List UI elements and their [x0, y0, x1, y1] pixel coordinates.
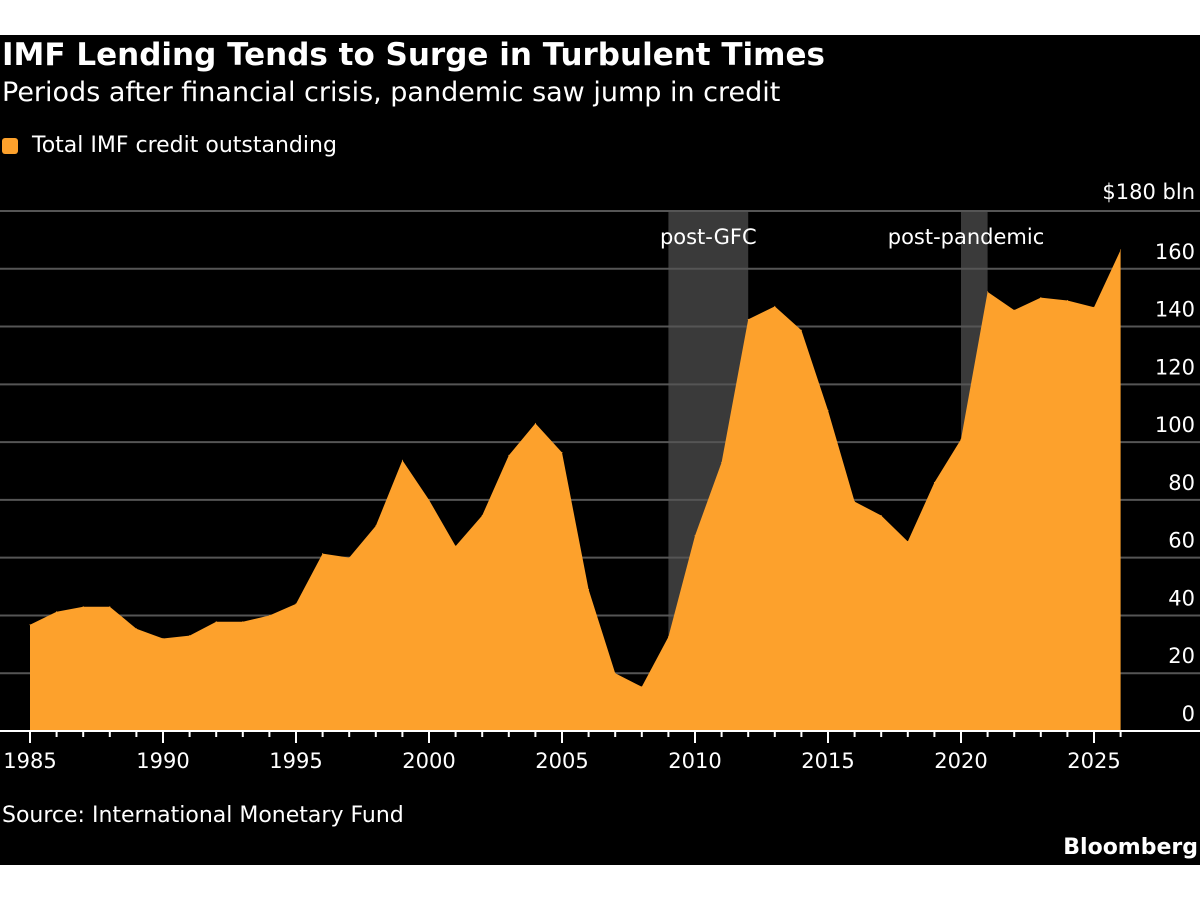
legend-swatch: [2, 137, 18, 154]
data-point-2005: [561, 452, 563, 454]
data-point-1991: [189, 635, 191, 637]
x-tick-label: 2020: [934, 749, 987, 773]
chart-title: IMF Lending Tends to Surge in Turbulent …: [2, 37, 825, 73]
data-point-1995: [295, 603, 297, 605]
x-tick-label: 2005: [535, 749, 588, 773]
data-point-1992: [215, 621, 217, 623]
data-point-1999: [401, 459, 403, 461]
data-point-2006: [588, 588, 590, 590]
y-tick-label: 160: [1155, 240, 1195, 264]
data-point-2001: [455, 545, 457, 547]
y-tick-label: 140: [1155, 298, 1195, 322]
data-point-2009: [667, 636, 669, 638]
data-point-2003: [508, 454, 510, 456]
data-point-2000: [428, 499, 430, 501]
x-tick-label: 1985: [3, 749, 56, 773]
data-point-1987: [82, 606, 84, 608]
data-point-1988: [109, 606, 111, 608]
data-point-2022: [1013, 309, 1015, 311]
x-tick-label: 2015: [801, 749, 854, 773]
annotation-label: post-pandemic: [888, 225, 1045, 249]
x-tick-label: 1990: [136, 749, 189, 773]
data-point-2012: [747, 318, 749, 320]
y-tick-label: 20: [1168, 644, 1195, 668]
data-point-1997: [348, 557, 350, 559]
annotation-label: post-GFC: [660, 225, 757, 249]
y-tick-label: 80: [1168, 471, 1195, 495]
data-point-1990: [162, 638, 164, 640]
x-tick-label: 2025: [1067, 749, 1120, 773]
data-point-2011: [721, 461, 723, 463]
data-point-2024: [1066, 300, 1068, 302]
legend-label: Total IMF credit outstanding: [32, 133, 337, 158]
data-point-2023: [1040, 297, 1042, 299]
data-point-2014: [800, 329, 802, 331]
data-point-2008: [641, 686, 643, 688]
data-point-1985: [29, 624, 31, 626]
y-axis-unit-label: $180 bln: [1102, 180, 1195, 204]
data-point-2010: [694, 535, 696, 537]
data-point-2007: [614, 672, 616, 674]
data-point-2013: [774, 305, 776, 307]
y-tick-label: 100: [1155, 413, 1195, 437]
data-point-2016: [854, 501, 856, 503]
x-tick-label: 1995: [269, 749, 322, 773]
data-point-2019: [933, 482, 935, 484]
data-point-2020: [960, 438, 962, 440]
data-point-2017: [880, 514, 882, 516]
area-series-total-imf-credit: [30, 250, 1121, 731]
y-tick-label: 120: [1155, 355, 1195, 379]
data-point-1994: [268, 614, 270, 616]
data-point-1993: [242, 621, 244, 623]
bloomberg-logo: Bloomberg: [1063, 835, 1198, 860]
data-point-2026: [1120, 249, 1122, 251]
data-point-1998: [375, 525, 377, 527]
data-point-1986: [56, 611, 58, 613]
legend: Total IMF credit outstanding: [2, 133, 337, 158]
data-point-1996: [322, 553, 324, 555]
data-point-1989: [135, 628, 137, 630]
data-point-2015: [827, 409, 829, 411]
source-note: Source: International Monetary Fund: [2, 803, 404, 828]
data-point-2002: [481, 514, 483, 516]
data-point-2025: [1093, 306, 1095, 308]
x-tick-label: 2000: [402, 749, 455, 773]
data-point-2021: [987, 291, 989, 293]
chart-subtitle: Periods after financial crisis, pandemic…: [2, 77, 781, 108]
data-point-2004: [534, 422, 536, 424]
x-tick-label: 2010: [668, 749, 721, 773]
y-tick-label: 60: [1168, 529, 1195, 553]
y-tick-label: 0: [1182, 702, 1195, 726]
data-point-2018: [907, 540, 909, 542]
y-tick-label: 40: [1168, 586, 1195, 610]
